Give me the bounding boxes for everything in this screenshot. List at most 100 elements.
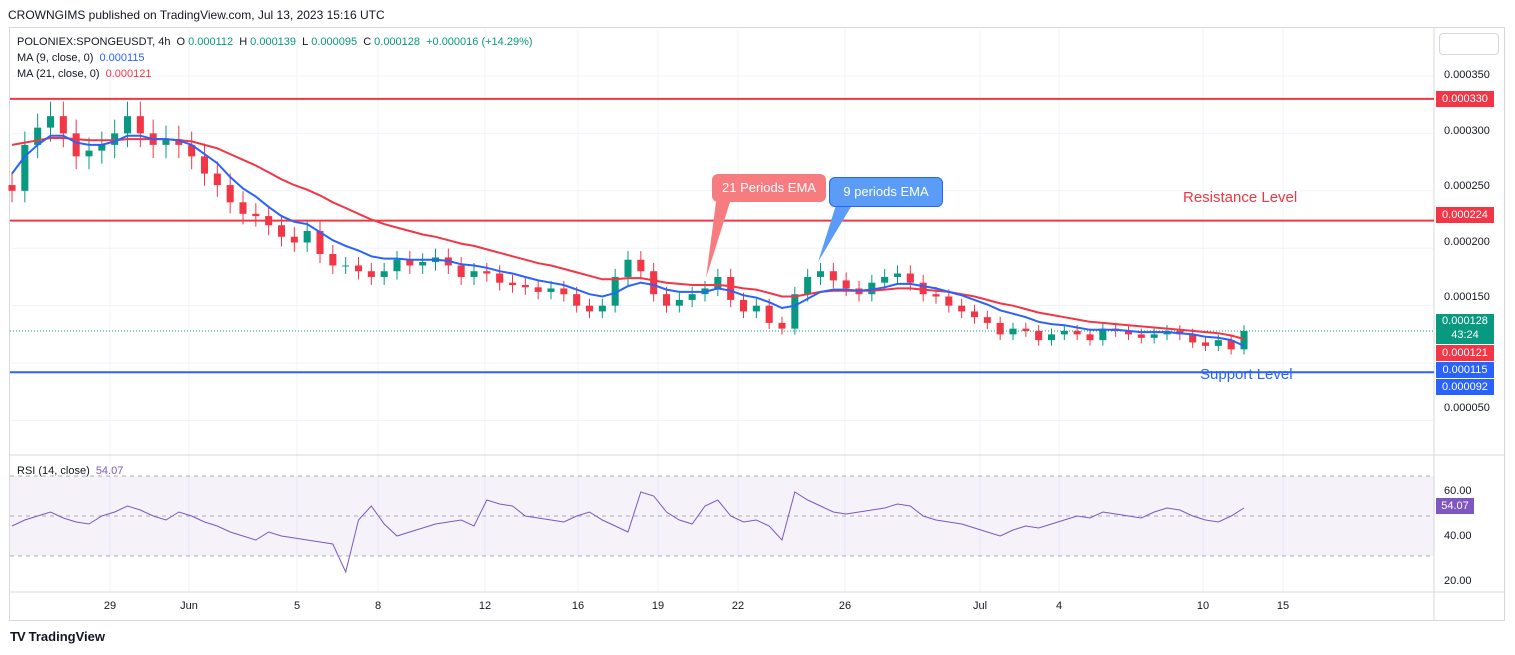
candle-body <box>662 294 671 306</box>
candle-body <box>739 299 748 312</box>
ma9-legend[interactable]: MA (9, close, 0) 0.000115 <box>17 52 148 64</box>
candle-body <box>1060 330 1068 335</box>
candle-body <box>1086 334 1094 341</box>
price-tick: 0.000050 <box>1444 402 1490 414</box>
candle-body <box>637 259 645 272</box>
low-label: L <box>302 36 309 48</box>
time-tick: 26 <box>838 600 852 612</box>
ema21-line <box>11 137 1245 340</box>
candle-body <box>34 127 42 145</box>
candle-body <box>1201 342 1210 346</box>
symbol-label[interactable]: POLONIEX:SPONGEUSDT, 4h <box>17 36 171 48</box>
resistance-level-text[interactable]: Resistance Level <box>1183 189 1298 206</box>
ma9-tag: 0.000115 <box>1436 362 1494 378</box>
candle-body <box>842 280 850 289</box>
candle-body <box>1009 328 1017 335</box>
candle-body <box>419 262 427 266</box>
candle-body <box>624 259 632 277</box>
candle-body <box>906 273 914 283</box>
support-level-text[interactable]: Support Level <box>1200 366 1293 383</box>
chart-menu-button[interactable] <box>1439 33 1499 55</box>
rsi-label: RSI (14, close) <box>17 465 90 477</box>
ema9-callout-pointer <box>818 205 852 262</box>
candle-body <box>765 305 773 323</box>
open-value: 0.000112 <box>188 36 234 48</box>
candle-body <box>200 156 209 174</box>
high-value: 0.000139 <box>250 36 297 48</box>
candle-body <box>496 273 504 283</box>
candle-body <box>136 116 144 134</box>
candle-body <box>1137 334 1145 338</box>
candle-body <box>46 116 55 128</box>
candle-body <box>881 276 889 283</box>
candle-body <box>470 271 478 277</box>
candle-body <box>175 139 183 145</box>
time-tick: 22 <box>731 600 745 612</box>
candle-body <box>72 133 80 157</box>
candle-body <box>688 294 696 300</box>
ma21-tag: 0.000121 <box>1436 345 1494 361</box>
last-price-tag: 0.000128 43:24 <box>1436 314 1494 344</box>
candle-body <box>239 202 247 214</box>
close-value: 0.000128 <box>374 36 421 48</box>
chart-frame <box>9 27 1505 621</box>
price-tick: 0.000150 <box>1444 291 1490 303</box>
rsi-legend[interactable]: RSI (14, close) 54.07 <box>17 465 126 477</box>
candle-body <box>457 265 465 277</box>
candle-body <box>547 288 555 292</box>
candle-body <box>816 271 825 277</box>
candle-body <box>1240 330 1248 350</box>
candle-body <box>1150 334 1158 338</box>
candle-body <box>598 305 606 312</box>
ema9-callout[interactable]: 9 periods EMA <box>829 177 943 207</box>
candle-body <box>778 322 786 329</box>
candle-body <box>919 282 927 295</box>
candle-body <box>1035 330 1043 341</box>
resistance-tag: 0.000224 <box>1436 207 1494 223</box>
published-caption: CROWNGIMS published on TradingView.com, … <box>8 8 385 22</box>
footer-brand[interactable]: TV TradingView <box>10 629 105 644</box>
rsi-tag: 54.07 <box>1436 498 1474 514</box>
candle-body <box>585 305 594 312</box>
time-tick: 12 <box>478 600 492 612</box>
time-tick: 15 <box>1276 600 1290 612</box>
candle-body <box>804 276 812 295</box>
candle-body <box>893 273 902 277</box>
candle-body <box>829 271 837 281</box>
candle-body <box>573 294 581 306</box>
candle-body <box>521 285 529 288</box>
candle-body <box>354 265 363 272</box>
price-tick: 0.000300 <box>1444 125 1490 137</box>
time-tick: 10 <box>1196 600 1210 612</box>
candle-body <box>727 276 735 300</box>
ma9-label: MA (9, close, 0) <box>17 52 94 64</box>
low-value: 0.000095 <box>311 36 358 48</box>
ohlc-legend: POLONIEX:SPONGEUSDT, 4h O 0.000112 H 0.000… <box>17 36 536 48</box>
candle-body <box>123 116 132 134</box>
ema9-line <box>11 134 1245 347</box>
candle-body <box>508 282 517 285</box>
candle-body <box>868 282 876 295</box>
ma21-legend[interactable]: MA (21, close, 0) 0.000121 <box>17 68 155 80</box>
ema21-callout-pointer <box>706 202 730 278</box>
change-value: +0.000016 (+14.29%) <box>426 36 533 48</box>
tradingview-logo-icon: TV <box>10 629 26 644</box>
ema21-callout[interactable]: 21 Periods EMA <box>712 174 826 202</box>
last-price-value: 0.000128 <box>1442 315 1488 327</box>
brand-text: TradingView <box>28 629 105 644</box>
candle-body <box>534 287 542 292</box>
candle-body <box>1099 328 1107 341</box>
candle-body <box>675 299 683 306</box>
time-tick: 16 <box>571 600 585 612</box>
open-label: O <box>176 36 186 48</box>
candle-body <box>1047 334 1056 341</box>
time-tick: Jun <box>180 600 198 612</box>
candle-body <box>483 271 491 274</box>
candle-body <box>996 322 1004 335</box>
candle-body <box>1227 340 1235 350</box>
candle-body <box>265 216 273 226</box>
time-tick: 29 <box>103 600 117 612</box>
candle-body <box>252 213 260 217</box>
candle-body <box>59 116 67 134</box>
